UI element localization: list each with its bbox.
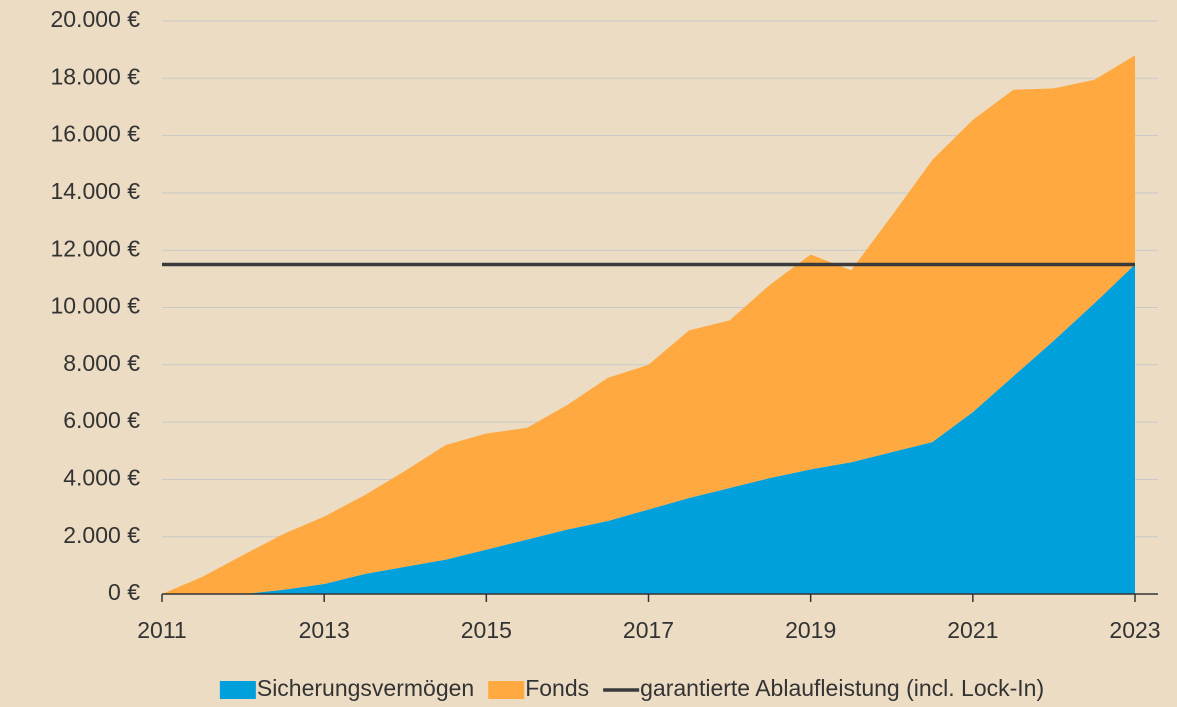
y-tick-label: 8.000 € xyxy=(63,350,140,376)
y-tick-label: 20.000 € xyxy=(50,6,140,32)
y-tick-label: 10.000 € xyxy=(50,293,140,319)
y-tick-label: 14.000 € xyxy=(50,178,140,204)
y-tick-label: 18.000 € xyxy=(50,63,140,89)
x-tick-label: 2017 xyxy=(623,617,674,643)
y-tick-label: 4.000 € xyxy=(63,464,140,490)
legend-swatch xyxy=(219,681,256,699)
area xyxy=(162,264,1135,594)
x-tick-label: 2021 xyxy=(947,617,998,643)
legend-label: Fonds xyxy=(525,675,589,701)
legend-swatch xyxy=(488,681,525,699)
legend-label: garantierte Ablaufleistung (incl. Lock-I… xyxy=(640,675,1044,701)
y-tick-label: 0 € xyxy=(108,579,140,605)
legend: Sicherungsvermögen Fonds garantierte Ablau… xyxy=(219,675,1044,701)
y-tick-label: 6.000 € xyxy=(63,407,140,433)
legend-label: Sicherungsvermögen xyxy=(257,675,474,701)
y-tick-label: 12.000 € xyxy=(50,235,140,261)
area xyxy=(162,55,1135,594)
x-tick-label: 2023 xyxy=(1109,617,1160,643)
x-tick-label: 2015 xyxy=(461,617,512,643)
y-tick-label: 16.000 € xyxy=(50,121,140,147)
x-tick-label: 2013 xyxy=(299,617,350,643)
x-tick-label: 2019 xyxy=(785,617,836,643)
y-tick-label: 2.000 € xyxy=(63,522,140,548)
x-tick-label: 2011 xyxy=(137,617,186,643)
